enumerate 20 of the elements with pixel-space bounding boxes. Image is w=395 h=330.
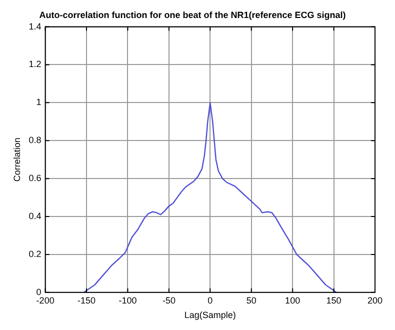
x-tick-label: -200 (36, 295, 54, 306)
x-tick-label: 100 (285, 295, 300, 306)
x-tick-label: 0 (208, 295, 213, 306)
y-tick-label: 0.8 (28, 135, 42, 146)
x-tick-label: 200 (367, 295, 383, 306)
y-tick-label: 1.4 (28, 21, 42, 32)
chart-title: Auto-correlation function for one beat of the NR1(reference ECG signal) (39, 10, 346, 20)
y-tick-label: 1 (36, 97, 42, 108)
x-tick-label: 50 (246, 295, 256, 306)
y-tick-label: 0 (36, 286, 42, 297)
y-tick-label: 0.2 (28, 248, 42, 259)
x-axis-title: Lag(Sample) (184, 310, 236, 320)
y-tick-label: 1.2 (28, 59, 42, 70)
x-tick-label: -100 (118, 295, 137, 306)
y-axis-title: Correlation (12, 138, 22, 182)
y-tick-label: 0.6 (28, 173, 42, 184)
y-tick-label: 0.4 (28, 211, 42, 221)
x-tick-label: 150 (326, 295, 342, 306)
x-tick-label: -150 (78, 295, 96, 306)
x-tick-label: -50 (162, 295, 176, 306)
